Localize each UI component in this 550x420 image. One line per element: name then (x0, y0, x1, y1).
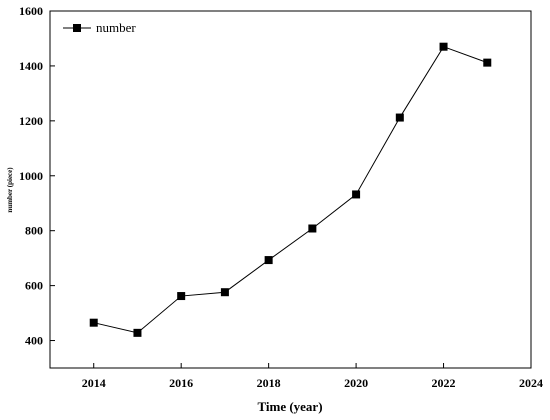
x-axis-title: Time (year) (257, 399, 322, 414)
y-tick-label: 400 (25, 334, 43, 348)
data-point (439, 42, 448, 51)
x-tick-label: 2016 (169, 376, 193, 390)
legend: number (63, 20, 136, 35)
data-point (395, 113, 404, 122)
legend-label: number (96, 20, 136, 35)
series-layer (89, 42, 492, 337)
x-tick-label: 2024 (519, 376, 543, 390)
x-tick-label: 2014 (82, 376, 106, 390)
data-point (483, 58, 492, 67)
data-point (89, 318, 98, 327)
y-tick-label: 1400 (19, 59, 43, 73)
data-point (220, 288, 229, 297)
data-point (133, 328, 142, 337)
data-point (352, 190, 361, 199)
data-point (177, 292, 186, 301)
y-tick-label: 600 (25, 279, 43, 293)
y-tick-label: 800 (25, 224, 43, 238)
y-tick-label: 1000 (19, 169, 43, 183)
plot-frame (49, 10, 532, 369)
x-tick-label: 2020 (344, 376, 368, 390)
x-axis: 2014 2016 2018 2020 2022 2024 (82, 363, 543, 390)
y-axis: 400 600 800 1000 1200 1400 1600 (19, 4, 55, 348)
x-tick-label: 2018 (257, 376, 281, 390)
x-tick-label: 2022 (432, 376, 456, 390)
data-point (264, 256, 273, 265)
series-line (93, 46, 488, 334)
y-tick-label: 1200 (19, 114, 43, 128)
y-tick-label: 1600 (19, 4, 43, 18)
y-axis-title: number (piece) (6, 167, 14, 213)
legend-marker (73, 24, 81, 32)
data-point (308, 224, 317, 233)
